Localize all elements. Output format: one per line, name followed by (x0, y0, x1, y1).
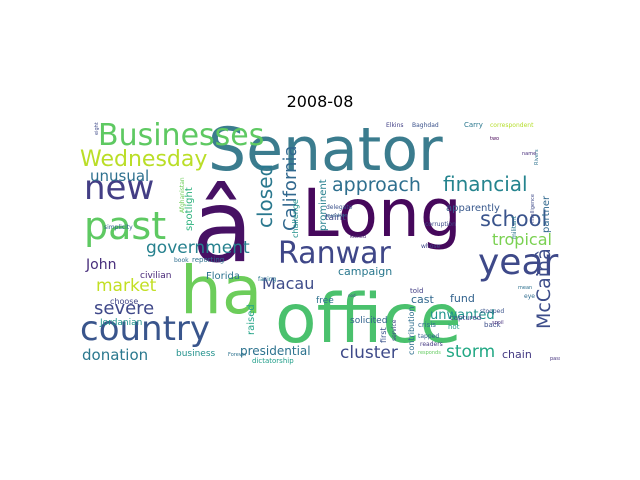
word-tropical-18: tropical (492, 230, 552, 249)
word-office-4: office (275, 280, 462, 359)
word-financial-16: financial (443, 172, 528, 196)
word-presidential-30: presidential (240, 344, 311, 358)
word-told-73: told (410, 287, 423, 295)
word-prominent-34: prominent (318, 179, 329, 231)
word-free-44: free (316, 296, 334, 306)
word-partner-42: partner (541, 195, 552, 233)
word-choose-41: choose (110, 297, 138, 306)
word-government-12: government (146, 238, 250, 258)
word-militant-68: militant (511, 215, 518, 239)
word-responds-64: responds (418, 350, 441, 356)
word-intelligence-69: intelligence (530, 194, 536, 223)
word-fund-31: fund (450, 292, 475, 305)
word-question-80: question (326, 213, 348, 219)
word-taint-47: taint (325, 213, 346, 223)
word-reporting-54: reporting (192, 256, 224, 264)
word-corruption-72: corruption (425, 221, 456, 228)
word-two-86: two (490, 136, 499, 142)
word-macau-24: Macau (262, 274, 314, 293)
word-cloud: Senator Long â ha office Businesses new past cou… (80, 113, 560, 366)
word-spoil-84: spoil (492, 320, 504, 326)
word-crisis-75: crisis (418, 321, 436, 329)
word-eight-57: eight (94, 122, 100, 135)
word-storm-27: storm (446, 342, 495, 362)
word-approach-15: approach (332, 174, 421, 196)
word-closed-13: closed (253, 164, 277, 228)
word-first-45: first (379, 327, 388, 343)
word-businesses-5: Businesses (98, 118, 264, 153)
word-solicited-43: solicited (350, 316, 387, 326)
word-contribution-46: contribution (407, 307, 416, 355)
word-long-1: Long (302, 175, 462, 252)
word-service-62: service (391, 319, 398, 341)
figure-title: 2008-08 (286, 92, 354, 111)
word-nod-85: nod (348, 293, 356, 298)
word-market-21: market (96, 276, 157, 296)
word-campaign-29: campaign (338, 265, 392, 278)
word-whose-79: whose (421, 243, 441, 250)
word-past-7: past (84, 204, 166, 248)
word-new-6: new (84, 168, 154, 208)
word-chain-32: chain (502, 348, 532, 361)
word-mccain-20: McCainâ (533, 248, 555, 329)
word-school-17: school (480, 207, 547, 231)
word-ranwar-9: Ranwar (278, 236, 392, 271)
word-california-14: California (280, 146, 301, 231)
word-country-8: country (80, 309, 210, 349)
word-carry-52: Carry (464, 121, 483, 129)
word-cluster-26: cluster (340, 343, 398, 363)
word-correspondent-53: correspondent (490, 122, 534, 129)
word-readers-63: readers (420, 341, 443, 348)
word-kicked-82: kicked (350, 234, 366, 240)
word-mean-67: mean (518, 285, 532, 291)
word-challenge-49: challenge (291, 199, 300, 238)
word-facing-81: facing (258, 276, 277, 283)
word-florida-35: Florida (206, 271, 240, 282)
word-civilian-40: civilian (140, 271, 172, 281)
word-unwanted-28: unwanted (430, 308, 495, 323)
word-business-39: business (176, 349, 216, 359)
word-donation-25: donation (82, 346, 148, 364)
word-cast-33: cast (411, 293, 435, 306)
word-captured-55: captured (450, 314, 481, 322)
word-year-10: year (478, 242, 559, 283)
word-jordanian-38: Jordanian (99, 318, 142, 328)
word-name-83: name (522, 151, 536, 157)
word-simplicity-58: simplicity (104, 224, 133, 231)
word-afghanistan-56: Afghanistan (179, 177, 186, 213)
word-raised-37: raised (246, 304, 257, 335)
word-passed-65: passed (550, 356, 560, 362)
word-forever-60: Forever (228, 352, 248, 358)
word-ha-3: ha (180, 252, 262, 329)
word-john-23: John (85, 257, 116, 273)
word-delegate-71: delegate (326, 204, 353, 211)
word-wednesday-11: Wednesday (80, 147, 207, 172)
word-apparently-48: apparently (446, 203, 500, 214)
word-unusual-19: unusual (90, 167, 149, 185)
word-stooped-66: stooped (480, 308, 504, 315)
word-senator-0: Senator (208, 115, 443, 185)
word-back-77: back (484, 321, 502, 329)
word-spotlight-36: spotlight (184, 187, 195, 231)
word-elkins-50: Elkins (386, 122, 404, 129)
word-book-59: book (174, 257, 189, 264)
word--2: â (192, 168, 253, 285)
word-tapped-74: tapped (418, 333, 439, 340)
word-dictatorship-61: dictatorship (252, 357, 294, 365)
word-rivers-70: Rivers (534, 149, 540, 165)
word-hot-76: hot (448, 323, 460, 331)
word-baghdad-51: Baghdad (412, 122, 439, 129)
word-severe-22: severe (94, 298, 154, 319)
word-eye-78: eye (524, 293, 535, 300)
